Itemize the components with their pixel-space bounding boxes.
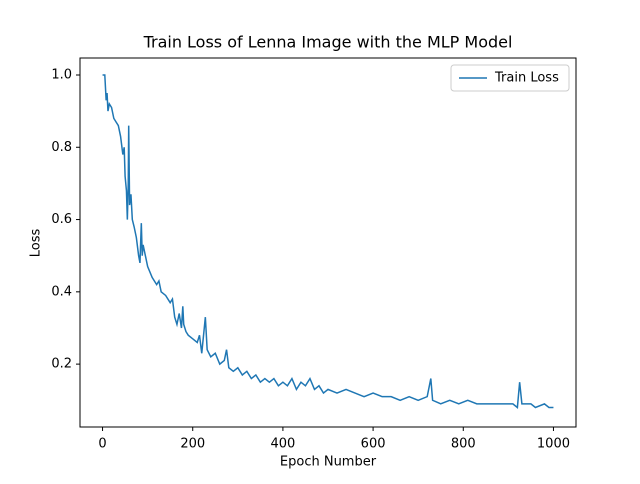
x-tick-label: 200 <box>180 437 205 452</box>
x-tick-label: 400 <box>270 437 295 452</box>
y-tick-label: 0.2 <box>51 357 72 372</box>
plot-frame <box>79 57 577 428</box>
y-tick-label: 0.4 <box>51 284 72 299</box>
x-axis-label: Epoch Number <box>280 455 377 470</box>
legend-label: Train Loss <box>494 71 559 86</box>
data-line <box>102 74 554 409</box>
x-tick-label: 1000 <box>537 437 570 452</box>
x-tick-label: 0 <box>98 437 106 452</box>
y-tick-label: 0.6 <box>51 212 72 227</box>
x-tick-label: 600 <box>361 437 386 452</box>
legend-box <box>450 64 570 92</box>
y-axis-label: Loss <box>29 229 44 258</box>
y-tick-label: 0.8 <box>51 140 72 155</box>
y-tick-label: 1.0 <box>51 67 72 82</box>
x-tick-label: 800 <box>451 437 476 452</box>
chart-title: Train Loss of Lenna Image with the MLP M… <box>143 33 513 52</box>
